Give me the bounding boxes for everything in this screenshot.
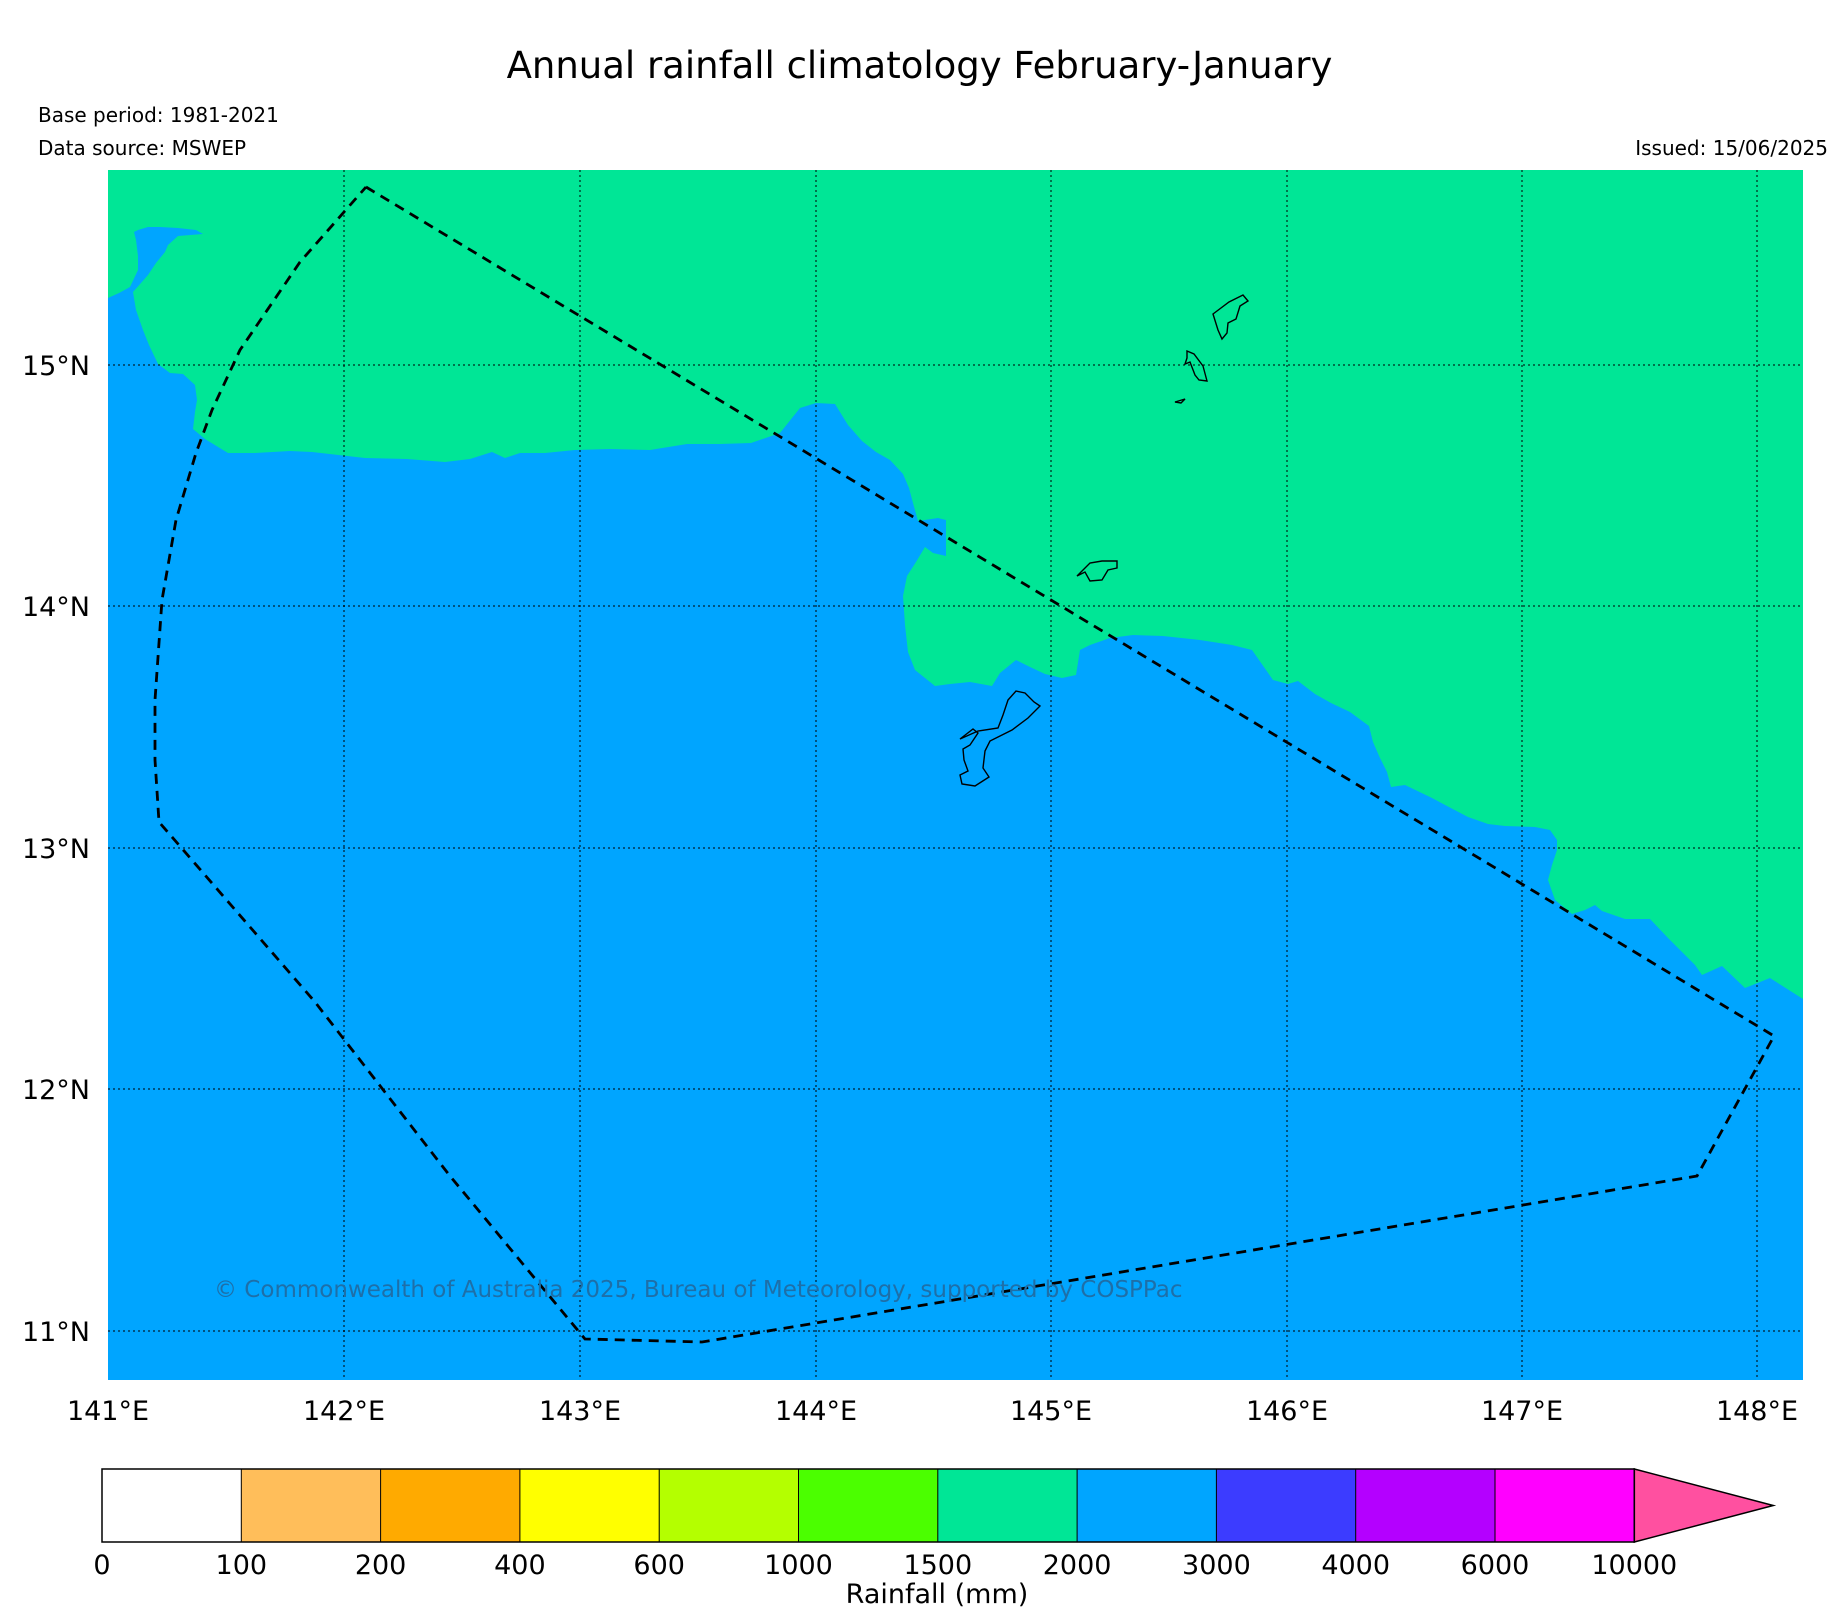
latitude-label: 14°N <box>22 592 90 623</box>
colorbar-segment <box>1077 1469 1217 1542</box>
colorbar <box>101 1468 1777 1543</box>
issued-date: Issued: 15/06/2025 <box>1635 136 1828 160</box>
latitude-label: 13°N <box>22 834 90 865</box>
colorbar-extend-arrow <box>1633 1468 1777 1543</box>
colorbar-tick-label: 10000 <box>1591 1550 1677 1581</box>
colorbar-tick-label: 400 <box>494 1550 546 1581</box>
longitude-label: 143°E <box>539 1396 621 1427</box>
colorbar-segment <box>1216 1469 1356 1542</box>
colorbar-tick-label: 0 <box>93 1550 110 1581</box>
latitude-label: 15°N <box>22 351 90 382</box>
colorbar-tick-label: 600 <box>633 1550 685 1581</box>
island-outlines <box>959 294 1250 787</box>
latitude-label: 11°N <box>22 1317 90 1348</box>
colorbar-ticks: 0 100 200 400 600 1000 1500 2000 3000 4000 6000 100… <box>93 1550 1677 1581</box>
colorbar-segment <box>380 1469 520 1542</box>
rainfall-band-1500-2000-lagoon <box>1064 541 1129 598</box>
longitude-label: 148°E <box>1716 1396 1798 1427</box>
eez-boundary-line <box>153 185 1776 1344</box>
longitude-label: 145°E <box>1010 1396 1092 1427</box>
longitude-label: 141°E <box>67 1396 149 1427</box>
latitude-labels: 15°N 14°N 13°N 12°N 11°N <box>22 351 90 1348</box>
island-rota <box>1076 560 1118 582</box>
base-period: Base period: 1981-2021 <box>38 103 279 127</box>
colorbar-tick-label: 1000 <box>764 1550 833 1581</box>
lat-lon-grid <box>108 170 1803 1380</box>
colorbar-tick-label: 200 <box>355 1550 407 1581</box>
island-aguijan <box>1174 398 1186 404</box>
colorbar-tick-label: 6000 <box>1461 1550 1530 1581</box>
longitude-label: 146°E <box>1246 1396 1328 1427</box>
colorbar-frame <box>101 1468 1636 1543</box>
island-saipan <box>1212 294 1250 341</box>
longitude-label: 142°E <box>303 1396 385 1427</box>
colorbar-segment <box>1355 1469 1495 1542</box>
colorbar-tick-label: 1500 <box>903 1550 972 1581</box>
island-guam <box>959 690 1042 787</box>
longitude-label: 144°E <box>775 1396 857 1427</box>
rainfall-band-1500-2000 <box>108 170 1803 999</box>
colorbar-segment <box>241 1469 381 1542</box>
colorbar-segment <box>102 1469 242 1542</box>
latitude-label: 12°N <box>22 1075 90 1106</box>
data-source: Data source: MSWEP <box>38 136 247 160</box>
map-title: Annual rainfall climatology February-Jan… <box>506 44 1333 87</box>
colorbar-segment <box>937 1469 1078 1542</box>
island-tinian <box>1183 349 1208 382</box>
copyright-notice: © Commonwealth of Australia 2025, Bureau… <box>214 1277 1183 1303</box>
colorbar-tick-label: 4000 <box>1321 1550 1390 1581</box>
colorbar-tick-label: 100 <box>216 1550 268 1581</box>
colorbar-segment <box>798 1469 938 1542</box>
colorbar-segment <box>519 1469 660 1542</box>
colorbar-tick-label: 3000 <box>1182 1550 1251 1581</box>
colorbar-segment <box>1495 1469 1635 1542</box>
colorbar-tick-label: 2000 <box>1043 1550 1112 1581</box>
longitude-label: 147°E <box>1481 1396 1563 1427</box>
colorbar-segment <box>659 1469 799 1542</box>
colorbar-title: Rainfall (mm) <box>845 1579 1029 1610</box>
map-panel <box>108 170 1803 1380</box>
longitude-labels: 141°E 142°E 143°E 144°E 145°E 146°E 147°E 148°E <box>67 1396 1798 1427</box>
